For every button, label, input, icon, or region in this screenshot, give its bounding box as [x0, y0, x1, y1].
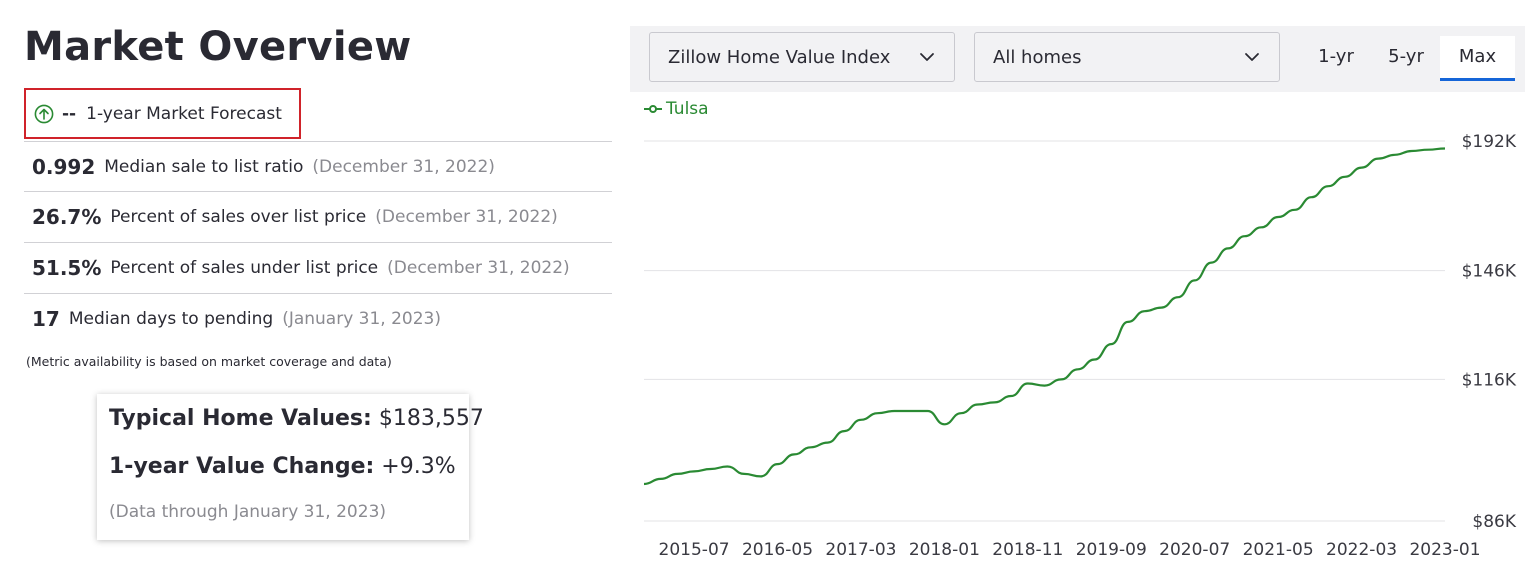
metric-date: (December 31, 2022)	[387, 257, 570, 278]
y-tick-label: $86K	[1472, 512, 1516, 532]
data-through-note: (Data through January 31, 2023)	[109, 502, 387, 522]
chevron-down-icon	[1245, 53, 1259, 61]
typical-home-values: Typical Home Values: $183,557	[109, 406, 484, 454]
chart-toolbar: Zillow Home Value Index All homes 1-yr 5…	[630, 26, 1525, 92]
legend-label: Tulsa	[666, 99, 709, 119]
metric-date: (December 31, 2022)	[375, 206, 558, 227]
value-change-label: 1-year Value Change:	[109, 454, 375, 479]
x-tick-label: 2017-03	[825, 540, 896, 560]
metric-availability-note: (Metric availability is based on market …	[26, 354, 392, 369]
metric-date: (January 31, 2023)	[282, 308, 442, 329]
metric-row: 17 Median days to pending (January 31, 2…	[24, 293, 612, 343]
metric-row: 0.992 Median sale to list ratio (Decembe…	[24, 141, 612, 191]
metric-value: 51.5%	[32, 255, 102, 280]
metric-value: 0.992	[32, 154, 96, 179]
home-values-card: Typical Home Values: $183,557 1-year Val…	[97, 394, 484, 540]
chart-legend[interactable]: Tulsa	[644, 99, 709, 119]
page-title: Market Overview	[24, 24, 412, 70]
value-change-value: +9.3%	[381, 454, 456, 479]
range-tab-1yr[interactable]: 1-yr	[1318, 46, 1354, 67]
series-line-tulsa[interactable]	[643, 147, 1446, 486]
metric-value: 17	[32, 306, 60, 331]
legend-marker-icon	[644, 105, 662, 113]
x-tick-label: 2022-03	[1326, 540, 1397, 560]
metric-label: Percent of sales over list price	[110, 206, 367, 227]
forecast-value: --	[62, 103, 77, 124]
x-tick-label: 2023-01	[1409, 540, 1480, 560]
home-value-chart-panel: Zillow Home Value Index All homes 1-yr 5…	[630, 26, 1525, 569]
market-forecast-box: -- 1-year Market Forecast	[24, 88, 301, 139]
metric-label: Median days to pending	[68, 308, 274, 329]
x-tick-label: 2021-05	[1243, 540, 1314, 560]
home-type-select-value: All homes	[993, 46, 1082, 68]
x-tick-label: 2018-11	[992, 540, 1063, 560]
range-tab-max[interactable]: Max	[1440, 36, 1515, 81]
range-tab-5yr[interactable]: 5-yr	[1388, 46, 1424, 67]
x-tick-label: 2015-07	[659, 540, 730, 560]
x-tick-label: 2016-05	[742, 540, 813, 560]
metric-date: (December 31, 2022)	[312, 156, 495, 177]
forecast-label: 1-year Market Forecast	[86, 103, 282, 124]
typical-home-values-label: Typical Home Values:	[109, 406, 372, 431]
metric-label: Median sale to list ratio	[104, 156, 304, 177]
metric-value: 26.7%	[32, 204, 102, 229]
y-tick-label: $146K	[1462, 262, 1517, 282]
x-tick-label: 2018-01	[909, 540, 980, 560]
chevron-down-icon	[920, 53, 934, 61]
line-chart: $86K $116K $146K $192K 2015-07 2016-05 2017-03…	[643, 132, 1517, 560]
home-type-select[interactable]: All homes	[974, 32, 1280, 82]
metric-row: 51.5% Percent of sales under list price …	[24, 242, 612, 292]
typical-home-values-value: $183,557	[378, 406, 484, 431]
index-select[interactable]: Zillow Home Value Index	[649, 32, 955, 82]
metric-row: 26.7% Percent of sales over list price (…	[24, 191, 612, 241]
x-tick-label: 2020-07	[1159, 540, 1230, 560]
y-tick-label: $192K	[1462, 132, 1517, 152]
one-year-value-change: 1-year Value Change: +9.3%	[109, 454, 469, 502]
index-select-value: Zillow Home Value Index	[668, 46, 891, 68]
arrow-up-circle-icon	[34, 104, 54, 123]
y-tick-label: $116K	[1462, 370, 1517, 390]
metric-label: Percent of sales under list price	[110, 257, 379, 278]
x-tick-label: 2019-09	[1076, 540, 1147, 560]
